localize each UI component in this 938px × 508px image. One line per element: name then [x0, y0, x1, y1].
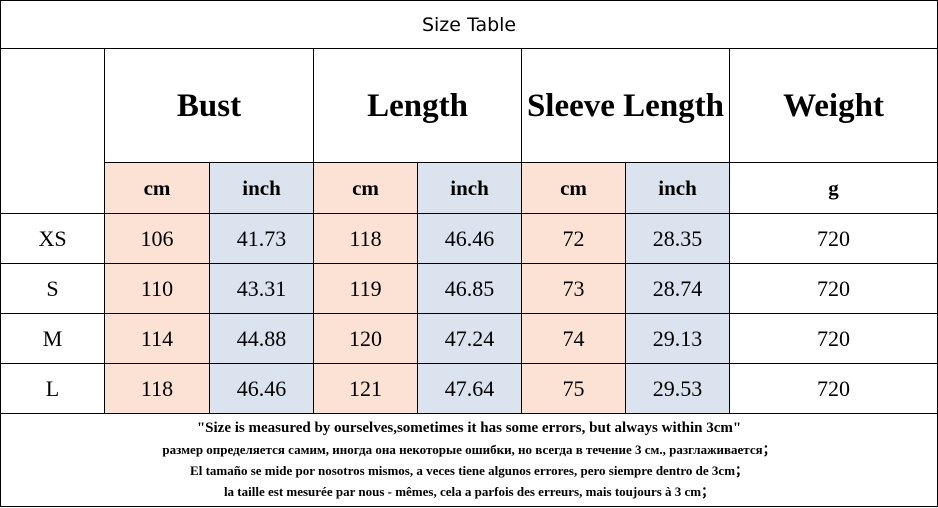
value-cell: 41.73 — [209, 213, 314, 264]
header-cell: Sleeve Length — [521, 48, 730, 163]
header-cell: Length — [313, 48, 522, 163]
value-cell: 44.88 — [209, 313, 314, 364]
size-cell: M — [0, 313, 105, 364]
corner-cell — [0, 48, 105, 214]
value-cell: 29.53 — [625, 363, 730, 414]
data-row: S 110 43.31 119 46.85 73 28.74 720 — [0, 263, 938, 314]
value-cell: 29.13 — [625, 313, 730, 364]
unit-cell: cm — [104, 162, 210, 214]
notes-row: "Size is measured by ourselves,sometimes… — [0, 413, 938, 507]
value-cell: 118 — [104, 363, 210, 414]
unit-cell: inch — [625, 162, 730, 214]
header-cell: Weight — [728, 48, 938, 163]
table-title: Size Table — [0, 0, 938, 49]
value-cell: 114 — [104, 313, 210, 364]
note-line: la taille est mesurée par nous - mêmes, … — [223, 484, 715, 499]
value-cell: 43.31 — [209, 263, 314, 314]
value-cell: 47.24 — [417, 313, 522, 364]
value-cell: 119 — [313, 263, 418, 314]
size-cell: XS — [0, 213, 105, 264]
value-cell: 73 — [521, 263, 626, 314]
value-cell: 28.35 — [625, 213, 730, 264]
value-cell: 46.46 — [417, 213, 522, 264]
note-line: размер определяется самим, иногда она не… — [162, 442, 776, 457]
value-cell: 72 — [521, 213, 626, 264]
value-cell: 720 — [728, 213, 938, 264]
value-cell: 74 — [521, 313, 626, 364]
value-cell: 110 — [104, 263, 210, 314]
data-row: XS 106 41.73 118 46.46 72 28.35 720 — [0, 213, 938, 264]
value-cell: 120 — [313, 313, 418, 364]
value-cell: 75 — [521, 363, 626, 414]
header-row: Bust Length Sleeve Length Weight — [0, 48, 938, 214]
value-cell: 46.46 — [209, 363, 314, 414]
size-cell: S — [0, 263, 105, 314]
value-cell: 720 — [728, 313, 938, 364]
unit-cell: inch — [417, 162, 522, 214]
value-cell: 47.64 — [417, 363, 522, 414]
note-line: "Size is measured by ourselves,sometimes… — [196, 420, 742, 436]
size-cell: L — [0, 363, 105, 414]
header-cell: Bust — [104, 48, 314, 163]
value-cell: 118 — [313, 213, 418, 264]
unit-cell: cm — [313, 162, 418, 214]
note-line: El tamaño se mide por nosotros mismos, a… — [190, 463, 749, 478]
value-cell: 28.74 — [625, 263, 730, 314]
unit-cell: cm — [521, 162, 626, 214]
value-cell: 106 — [104, 213, 210, 264]
unit-cell: g — [728, 162, 938, 214]
title-row: Size Table — [0, 0, 938, 49]
notes-cell: "Size is measured by ourselves,sometimes… — [0, 413, 938, 507]
data-row: L 118 46.46 121 47.64 75 29.53 720 — [0, 363, 938, 414]
unit-row: cm inch cm inch cm inch g — [1, 162, 938, 214]
data-row: M 114 44.88 120 47.24 74 29.13 720 — [0, 313, 938, 364]
value-cell: 720 — [728, 363, 938, 414]
unit-cell: inch — [209, 162, 314, 214]
value-cell: 720 — [728, 263, 938, 314]
value-cell: 46.85 — [417, 263, 522, 314]
value-cell: 121 — [313, 363, 418, 414]
